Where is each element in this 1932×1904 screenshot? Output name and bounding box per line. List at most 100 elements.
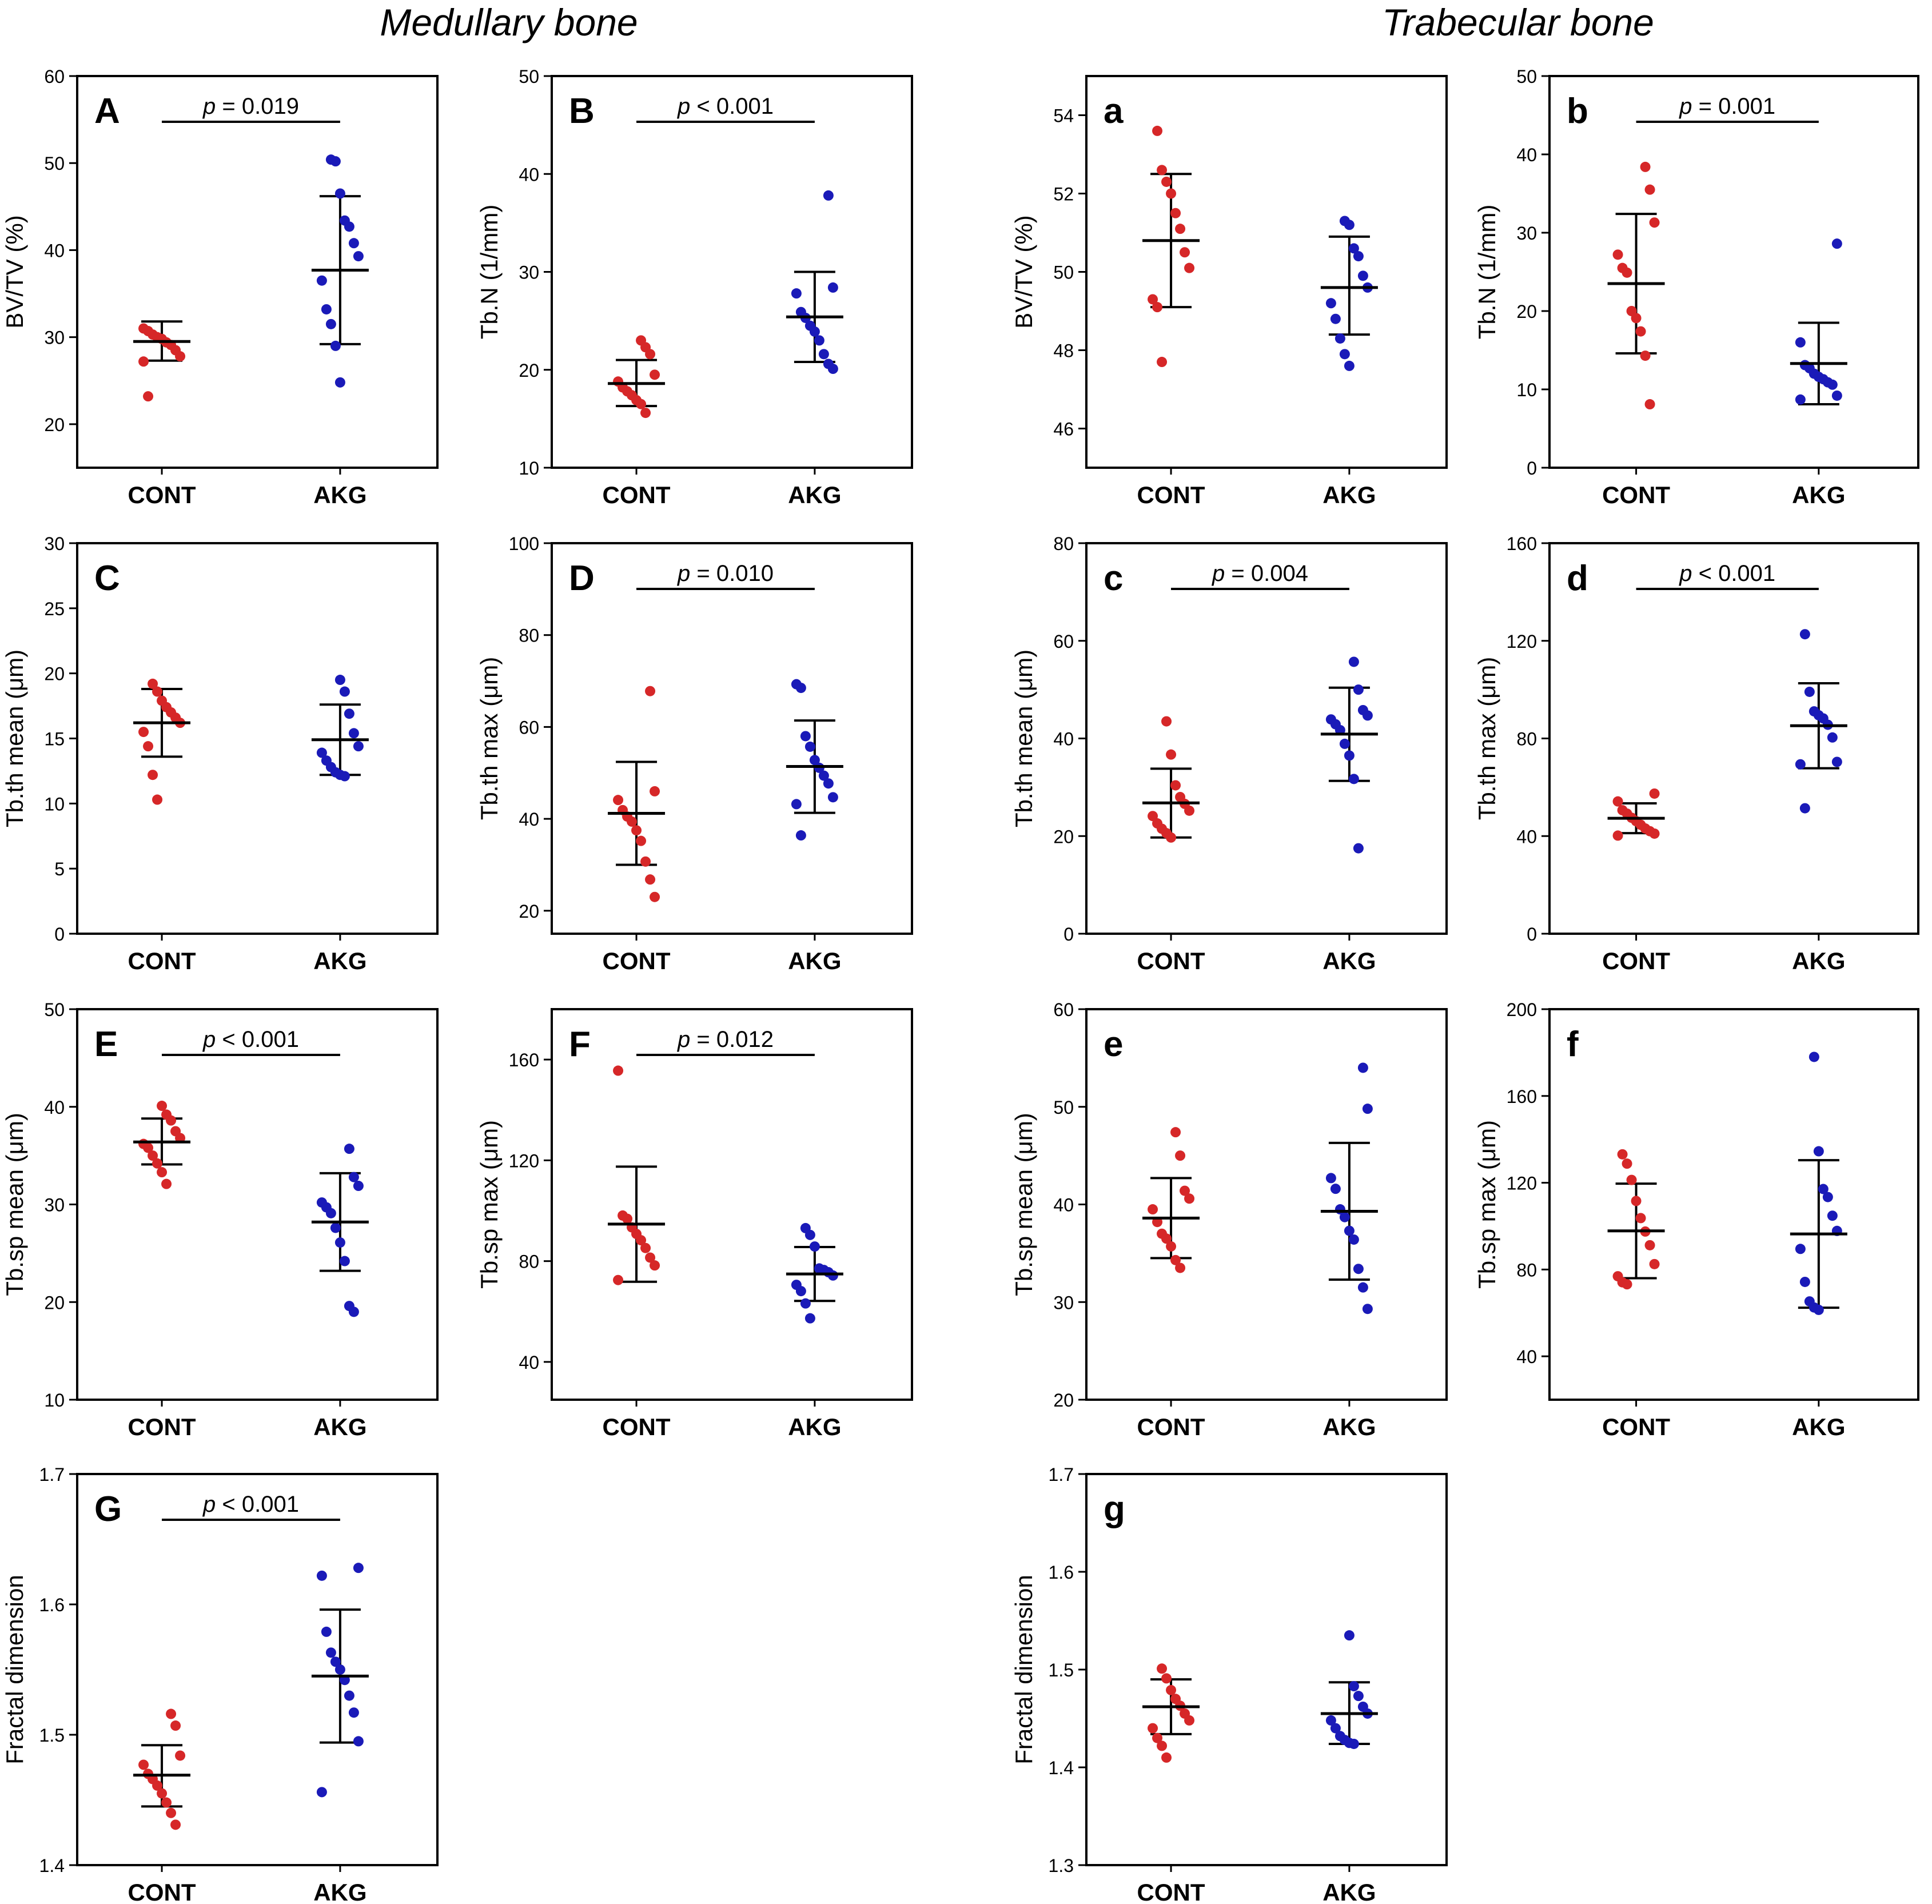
data-point bbox=[148, 770, 158, 780]
data-point bbox=[1357, 270, 1368, 281]
x-tick-label: CONT bbox=[1602, 947, 1670, 974]
data-point bbox=[827, 792, 838, 803]
p-value-label: p < 0.001 bbox=[202, 1027, 299, 1052]
data-point bbox=[1644, 399, 1655, 410]
data-point bbox=[325, 1208, 336, 1218]
data-point bbox=[1170, 780, 1181, 791]
data-point bbox=[1184, 262, 1195, 273]
x-tick-label: AKG bbox=[1322, 1879, 1376, 1904]
data-point bbox=[1626, 1174, 1637, 1185]
x-tick-label: CONT bbox=[1137, 1413, 1205, 1440]
y-tick-label: 20 bbox=[1053, 826, 1074, 847]
panel-C: 0 5 10 15 20 25 30 Tb.th mean (μm) CONT AKG C bbox=[1, 533, 439, 974]
x-tick-label: CONT bbox=[1137, 947, 1205, 974]
y-tick-label: 20 bbox=[519, 901, 539, 922]
data-point bbox=[325, 318, 336, 329]
data-point bbox=[1831, 756, 1842, 767]
data-point bbox=[650, 891, 660, 902]
panel-e: 20 30 40 50 60 Tb.sp mean (μm) CONT AKG e bbox=[1010, 999, 1448, 1440]
data-point bbox=[1795, 759, 1806, 770]
data-point bbox=[1795, 394, 1806, 405]
data-point bbox=[1184, 1715, 1195, 1726]
series-CONT bbox=[608, 1065, 666, 1285]
x-tick-label: AKG bbox=[1792, 1413, 1845, 1440]
panel-label: a bbox=[1104, 91, 1124, 131]
data-point bbox=[795, 830, 806, 841]
series-AKG bbox=[311, 1144, 369, 1317]
data-point bbox=[1161, 1752, 1172, 1763]
data-point bbox=[1348, 1738, 1359, 1749]
y-tick-label: 1.3 bbox=[1049, 1855, 1074, 1876]
data-point bbox=[804, 1313, 815, 1324]
data-point bbox=[1353, 251, 1364, 262]
y-tick-label: 10 bbox=[519, 458, 539, 479]
data-point bbox=[645, 1252, 656, 1263]
data-point bbox=[1631, 313, 1642, 324]
data-point bbox=[1166, 1684, 1177, 1695]
data-point bbox=[175, 351, 186, 362]
data-point bbox=[1157, 357, 1168, 368]
data-point bbox=[1799, 803, 1810, 814]
series-AKG bbox=[786, 190, 843, 375]
data-point bbox=[791, 288, 802, 299]
data-point bbox=[1166, 832, 1177, 843]
data-point bbox=[645, 686, 656, 696]
x-tick-label: AKG bbox=[788, 481, 841, 508]
plot-frame bbox=[1548, 542, 1919, 935]
data-point bbox=[1166, 188, 1177, 199]
data-point bbox=[1631, 1196, 1642, 1206]
series-AKG bbox=[1320, 216, 1378, 371]
y-axis-label: Tb.th mean (μm) bbox=[1, 650, 28, 827]
y-tick-label: 0 bbox=[1527, 458, 1537, 479]
y-tick-label: 160 bbox=[1507, 533, 1537, 554]
plot-frame bbox=[1548, 1008, 1919, 1401]
y-tick-label: 1.6 bbox=[39, 1595, 65, 1615]
data-point bbox=[339, 686, 350, 697]
data-point bbox=[1612, 249, 1623, 260]
data-point bbox=[344, 221, 354, 232]
data-point bbox=[157, 1167, 168, 1178]
y-tick-label: 160 bbox=[509, 1050, 539, 1070]
data-point bbox=[353, 741, 364, 752]
y-tick-label: 40 bbox=[44, 1097, 65, 1118]
x-tick-label: CONT bbox=[603, 481, 671, 508]
data-point bbox=[1170, 1254, 1181, 1265]
data-point bbox=[1353, 843, 1364, 854]
data-point bbox=[1330, 1723, 1341, 1734]
x-tick-label: AKG bbox=[788, 1413, 841, 1440]
data-point bbox=[1166, 1241, 1177, 1252]
data-point bbox=[143, 391, 154, 402]
panel-G: 1.4 1.5 1.6 1.7 Fractal dimension CONT AKG G p <… bbox=[1, 1464, 439, 1904]
data-point bbox=[325, 1647, 336, 1658]
data-point bbox=[650, 1260, 660, 1271]
data-point bbox=[1649, 788, 1660, 799]
data-point bbox=[795, 683, 806, 694]
y-tick-label: 15 bbox=[44, 729, 65, 750]
data-point bbox=[818, 770, 829, 781]
x-tick-label: AKG bbox=[313, 947, 367, 974]
data-point bbox=[353, 1736, 364, 1747]
data-point bbox=[170, 1720, 181, 1731]
panel-label: B bbox=[569, 91, 595, 131]
data-point bbox=[1330, 1184, 1341, 1194]
y-axis-label: Fractal dimension bbox=[1010, 1575, 1037, 1764]
series-AKG bbox=[311, 675, 369, 782]
data-point bbox=[1348, 1681, 1359, 1692]
data-point bbox=[1157, 1740, 1168, 1751]
y-tick-label: 30 bbox=[44, 328, 65, 348]
x-tick-label: AKG bbox=[1792, 481, 1845, 508]
data-point bbox=[316, 1570, 327, 1581]
y-tick-label: 50 bbox=[1516, 66, 1537, 87]
data-point bbox=[1175, 1262, 1186, 1273]
data-point bbox=[138, 356, 149, 367]
panel-label: E bbox=[94, 1025, 118, 1064]
y-tick-label: 1.7 bbox=[1049, 1464, 1074, 1485]
plot-frame bbox=[551, 1008, 913, 1401]
data-point bbox=[1831, 238, 1842, 249]
data-point bbox=[1640, 161, 1651, 172]
y-tick-label: 100 bbox=[509, 533, 539, 554]
data-point bbox=[161, 1178, 172, 1189]
y-axis-label: Tb.sp max (μm) bbox=[1473, 1120, 1500, 1289]
data-point bbox=[645, 874, 656, 885]
